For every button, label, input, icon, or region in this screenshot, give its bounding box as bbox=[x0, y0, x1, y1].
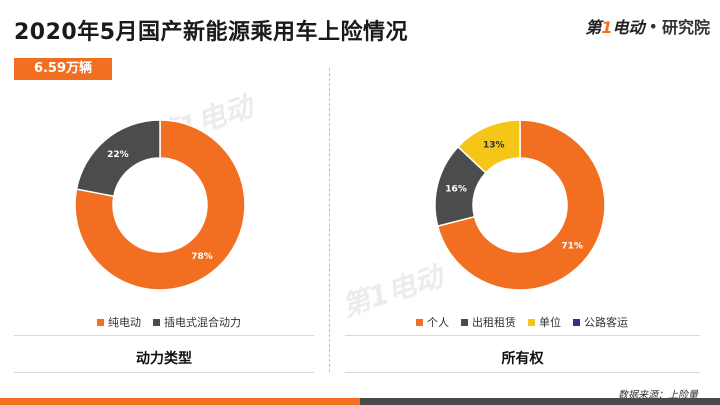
ownership-legend-swatch-3 bbox=[573, 318, 580, 326]
left-separator-bottom bbox=[14, 372, 314, 373]
brand-dot: • bbox=[648, 16, 658, 36]
ownership-data-label-2: 13% bbox=[483, 140, 505, 150]
footer-bar-orange bbox=[0, 398, 360, 405]
ownership-legend-item-1: 出租租赁 bbox=[461, 314, 516, 330]
powertrain-legend-label-0: 纯电动 bbox=[108, 316, 141, 329]
brand-logo-part-3: 电动 bbox=[612, 18, 645, 37]
ownership-legend-swatch-0 bbox=[416, 318, 423, 326]
ownership-data-label-0: 71% bbox=[561, 241, 583, 251]
powertrain-slice-0 bbox=[74, 119, 246, 291]
brand-logo-part-2: 1 bbox=[601, 18, 613, 37]
center-divider bbox=[329, 68, 330, 372]
powertrain-data-label-0: 78% bbox=[191, 252, 213, 262]
ownership-slice-0 bbox=[436, 119, 606, 291]
right-separator bbox=[345, 335, 700, 336]
left-separator bbox=[14, 335, 314, 336]
ownership-legend-label-2: 单位 bbox=[539, 316, 561, 329]
ownership-donut-chart: 71% 16% 13% bbox=[434, 119, 606, 291]
powertrain-legend-swatch-0 bbox=[97, 318, 104, 326]
total-badge: 6.59万辆 bbox=[14, 58, 112, 80]
powertrain-legend-label-1: 插电式混合动力 bbox=[164, 316, 241, 329]
powertrain-legend: 纯电动 插电式混合动力 bbox=[97, 314, 241, 330]
ownership-legend-label-1: 出租租赁 bbox=[472, 316, 516, 329]
footer-bar-grey bbox=[360, 398, 720, 405]
powertrain-legend-item-1: 插电式混合动力 bbox=[153, 314, 241, 330]
brand-logo-part-1: 第 bbox=[585, 18, 602, 37]
ownership-legend: 个人 出租租赁 单位 公路客运 bbox=[416, 314, 628, 330]
ownership-data-label-1: 16% bbox=[445, 185, 467, 195]
right-separator-bottom bbox=[345, 372, 700, 373]
powertrain-slice-1 bbox=[75, 119, 161, 198]
brand-logo-text: 第1电动 bbox=[585, 14, 644, 38]
ownership-legend-swatch-1 bbox=[461, 318, 468, 326]
ownership-section-label: 所有权 bbox=[501, 351, 544, 367]
ownership-legend-item-3: 公路客运 bbox=[573, 314, 628, 330]
powertrain-section-label: 动力类型 bbox=[136, 351, 192, 367]
brand-logo: 第1电动 • 研究院 bbox=[585, 14, 710, 38]
powertrain-donut-chart: 78% 22% bbox=[74, 119, 246, 291]
footer-bar bbox=[0, 398, 720, 405]
ownership-legend-swatch-2 bbox=[528, 318, 535, 326]
ownership-slice-2 bbox=[456, 119, 521, 174]
data-source-note: 数据来源：上险量 bbox=[618, 390, 698, 401]
ownership-legend-label-3: 公路客运 bbox=[584, 316, 628, 329]
powertrain-legend-item-0: 纯电动 bbox=[97, 314, 141, 330]
ownership-legend-label-0: 个人 bbox=[427, 316, 449, 329]
ownership-legend-item-2: 单位 bbox=[528, 314, 561, 330]
powertrain-data-label-1: 22% bbox=[107, 150, 129, 160]
page-title: 2020年5月国产新能源乘用车上险情况 bbox=[14, 20, 409, 45]
brand-subtitle: 研究院 bbox=[661, 18, 710, 37]
powertrain-legend-swatch-1 bbox=[153, 318, 160, 326]
ownership-legend-item-0: 个人 bbox=[416, 314, 449, 330]
